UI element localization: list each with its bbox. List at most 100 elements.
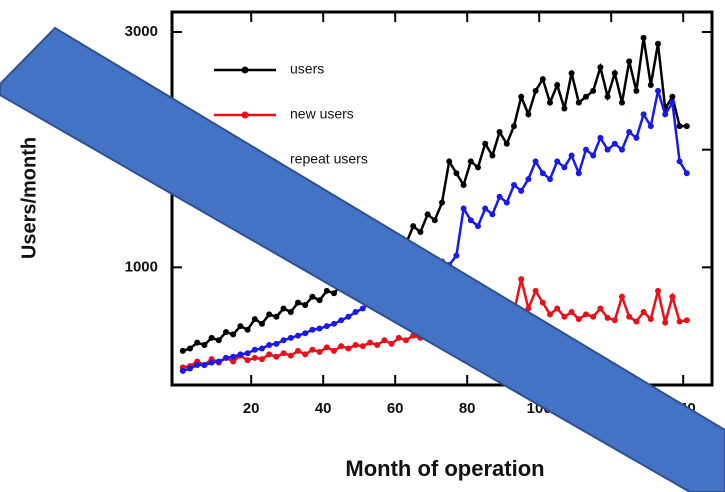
point bbox=[230, 331, 237, 338]
point bbox=[669, 93, 676, 100]
point bbox=[590, 152, 597, 159]
point bbox=[633, 134, 640, 141]
point bbox=[475, 223, 481, 230]
point bbox=[215, 337, 222, 344]
point bbox=[547, 311, 553, 318]
point bbox=[467, 217, 474, 224]
point bbox=[280, 350, 287, 357]
legend-marker bbox=[241, 111, 249, 119]
point bbox=[208, 359, 215, 366]
point bbox=[259, 356, 265, 363]
point bbox=[626, 58, 633, 65]
plot-frame bbox=[170, 10, 714, 387]
point bbox=[583, 311, 589, 318]
point bbox=[259, 320, 265, 327]
point bbox=[554, 305, 561, 312]
point bbox=[266, 341, 273, 348]
point bbox=[655, 40, 661, 47]
point bbox=[309, 346, 316, 353]
point bbox=[338, 343, 345, 350]
point bbox=[619, 293, 625, 300]
banner bbox=[0, 26, 725, 492]
point bbox=[259, 345, 265, 352]
point bbox=[273, 353, 280, 360]
point bbox=[230, 358, 237, 365]
point bbox=[626, 129, 633, 136]
point bbox=[539, 299, 546, 306]
point bbox=[316, 349, 323, 356]
point bbox=[518, 187, 525, 194]
point bbox=[388, 340, 395, 347]
point bbox=[561, 164, 568, 171]
point bbox=[676, 318, 683, 325]
point bbox=[683, 123, 690, 130]
point bbox=[223, 329, 229, 336]
point bbox=[547, 99, 553, 106]
point bbox=[359, 343, 366, 350]
point bbox=[460, 181, 467, 188]
point bbox=[503, 199, 510, 206]
point bbox=[640, 309, 647, 316]
point bbox=[619, 146, 625, 153]
point bbox=[647, 316, 654, 323]
point bbox=[647, 81, 654, 88]
point bbox=[266, 311, 273, 318]
point bbox=[251, 346, 258, 353]
point bbox=[453, 170, 460, 177]
point bbox=[611, 70, 618, 77]
point bbox=[590, 313, 597, 320]
point bbox=[345, 313, 352, 320]
point bbox=[640, 111, 647, 118]
point bbox=[575, 316, 582, 323]
point bbox=[345, 345, 352, 352]
y-tick-label: 3000 bbox=[125, 23, 158, 40]
point bbox=[352, 341, 359, 348]
point bbox=[280, 337, 287, 344]
point bbox=[237, 351, 244, 358]
point bbox=[640, 34, 647, 41]
point bbox=[215, 358, 222, 365]
point bbox=[237, 323, 244, 330]
legend-marker bbox=[241, 66, 249, 74]
point bbox=[619, 99, 625, 106]
point bbox=[489, 152, 496, 159]
point bbox=[662, 111, 669, 118]
point bbox=[518, 276, 525, 283]
point bbox=[467, 158, 474, 165]
point bbox=[323, 323, 330, 330]
point bbox=[424, 211, 431, 218]
point bbox=[446, 158, 453, 165]
point bbox=[532, 158, 539, 165]
point bbox=[295, 299, 301, 306]
point bbox=[302, 351, 309, 358]
point bbox=[287, 352, 294, 359]
point bbox=[583, 146, 589, 153]
point bbox=[525, 111, 532, 118]
point bbox=[604, 146, 611, 153]
point bbox=[331, 320, 337, 327]
point bbox=[208, 334, 215, 341]
point bbox=[539, 76, 546, 83]
point bbox=[323, 344, 330, 351]
point bbox=[611, 140, 618, 147]
point bbox=[554, 158, 561, 165]
point bbox=[676, 123, 683, 130]
point bbox=[532, 87, 539, 94]
point bbox=[316, 325, 323, 332]
point bbox=[417, 229, 424, 236]
point bbox=[561, 105, 568, 112]
point bbox=[503, 140, 510, 147]
point bbox=[568, 309, 575, 316]
point bbox=[554, 81, 561, 88]
point bbox=[525, 176, 532, 183]
point bbox=[431, 217, 438, 224]
point bbox=[655, 287, 661, 294]
point bbox=[539, 170, 546, 177]
point bbox=[309, 293, 316, 300]
point bbox=[287, 334, 294, 341]
point bbox=[583, 93, 589, 100]
legend-label: new users bbox=[290, 106, 354, 122]
x-tick-label: 40 bbox=[315, 400, 332, 417]
